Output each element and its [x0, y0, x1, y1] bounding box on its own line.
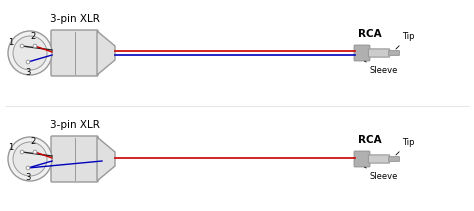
Circle shape [26, 60, 30, 64]
Text: Tip: Tip [396, 138, 414, 155]
Text: RCA: RCA [358, 29, 382, 39]
Text: 1: 1 [9, 38, 14, 46]
Circle shape [33, 150, 37, 154]
Text: 2: 2 [30, 31, 36, 41]
FancyBboxPatch shape [389, 51, 400, 55]
Text: 3: 3 [25, 68, 31, 77]
FancyBboxPatch shape [389, 157, 400, 161]
Text: Sleeve: Sleeve [365, 61, 398, 75]
Text: Tip: Tip [396, 32, 414, 49]
Text: 3: 3 [25, 173, 31, 183]
Text: Sleeve: Sleeve [365, 167, 398, 181]
Text: RCA: RCA [358, 135, 382, 145]
FancyBboxPatch shape [368, 49, 390, 57]
FancyBboxPatch shape [354, 151, 370, 167]
FancyBboxPatch shape [354, 45, 370, 61]
Circle shape [13, 36, 47, 70]
Text: 1: 1 [9, 143, 14, 153]
FancyBboxPatch shape [368, 155, 390, 163]
Text: 3-pin XLR: 3-pin XLR [50, 120, 100, 130]
Circle shape [33, 44, 37, 48]
Circle shape [26, 166, 30, 170]
Circle shape [8, 31, 52, 75]
Circle shape [8, 137, 52, 181]
Polygon shape [97, 31, 115, 75]
Text: 3-pin XLR: 3-pin XLR [50, 14, 100, 24]
Polygon shape [97, 137, 115, 181]
Circle shape [20, 44, 24, 48]
FancyBboxPatch shape [51, 30, 98, 76]
Circle shape [20, 150, 24, 154]
Circle shape [13, 142, 47, 176]
FancyBboxPatch shape [51, 136, 98, 182]
Text: 2: 2 [30, 138, 36, 146]
